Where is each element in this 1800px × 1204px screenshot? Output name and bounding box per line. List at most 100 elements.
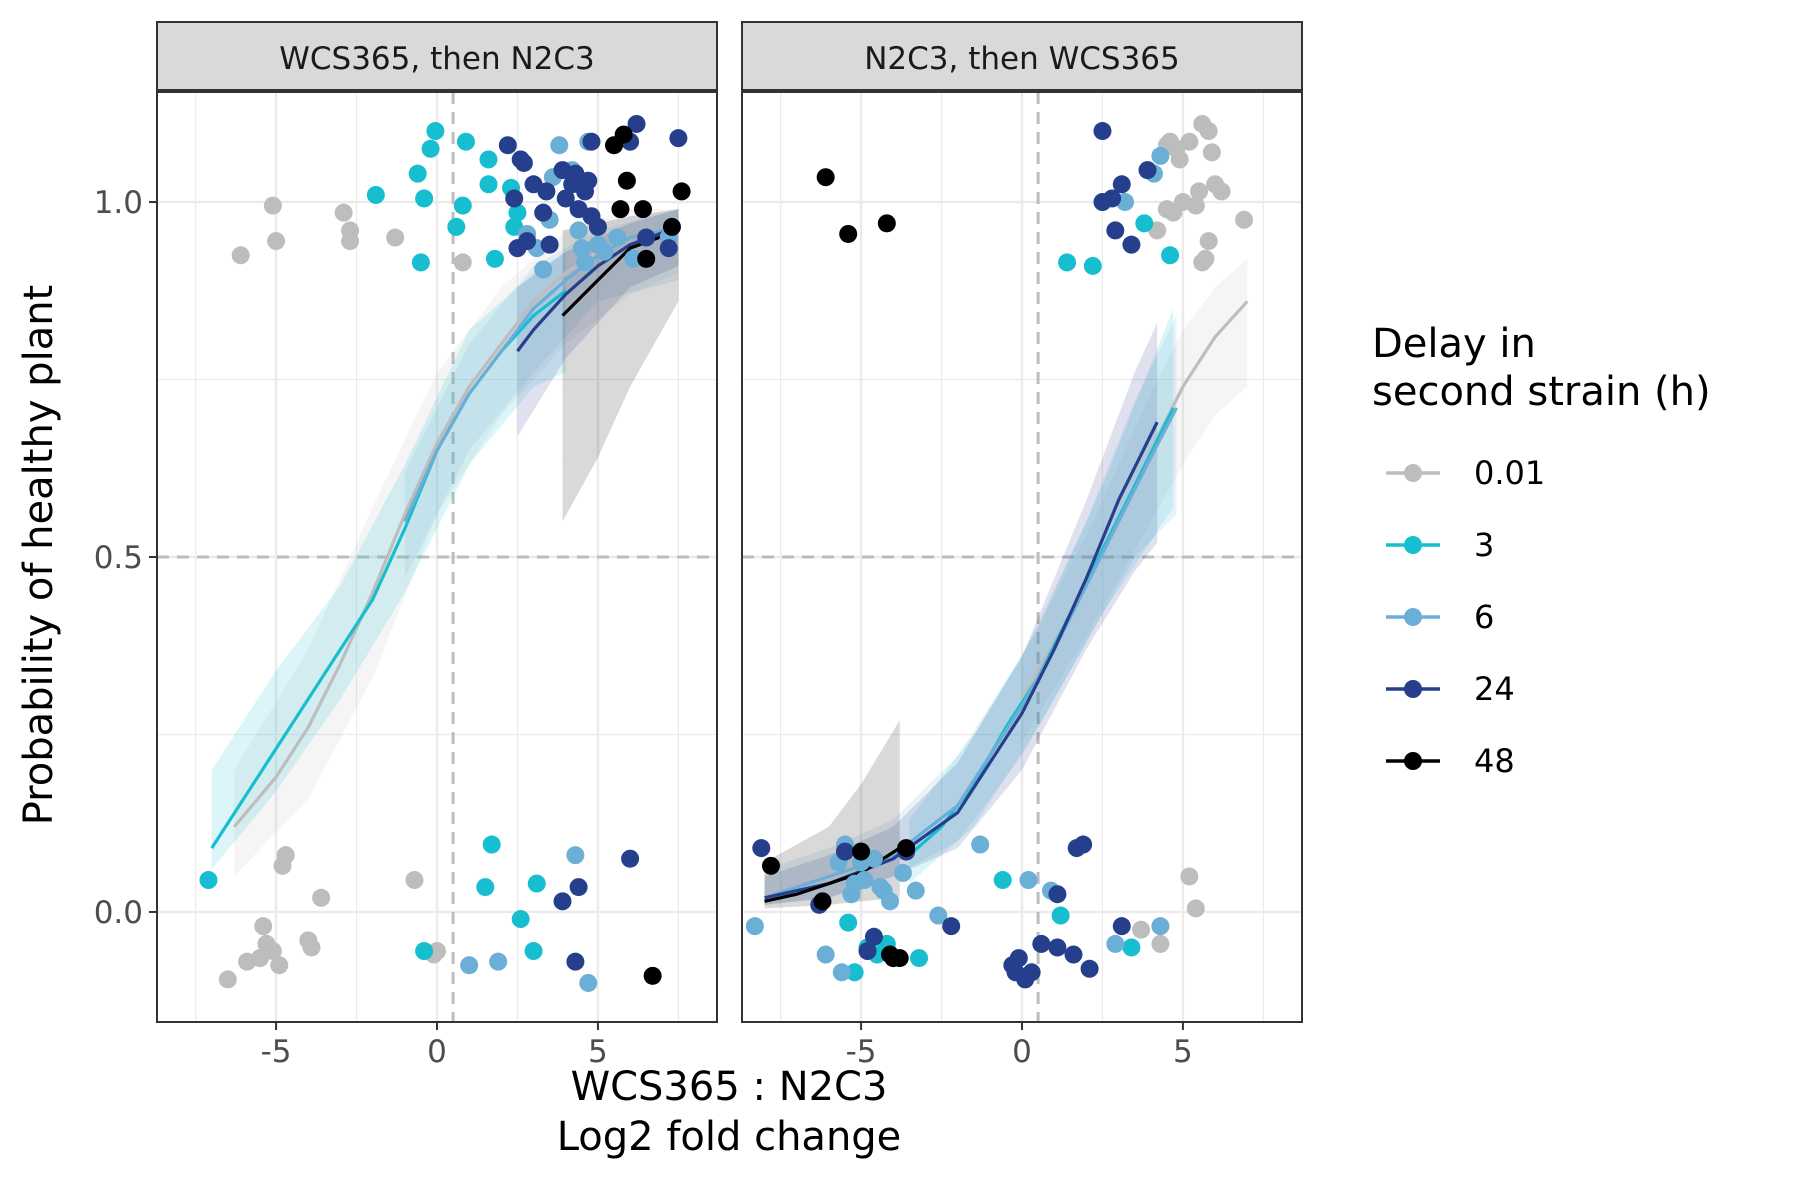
data-point-0.01: [1190, 182, 1209, 201]
confidence-ribbon-6: [404, 209, 679, 579]
data-point-0.01: [1132, 920, 1151, 939]
data-point-48: [761, 856, 780, 875]
legend-label: 6: [1474, 598, 1494, 636]
data-point-24: [553, 892, 572, 911]
data-point-48: [877, 214, 896, 233]
data-point-3: [453, 196, 472, 215]
panel-2: N2C3, then WCS365 -5 0 5: [741, 21, 1303, 1070]
data-point-0.01: [405, 871, 424, 890]
data-point-0.01: [1212, 182, 1231, 201]
data-point-6: [1019, 871, 1038, 890]
data-point-24: [1064, 945, 1083, 964]
panel-title: N2C3, then WCS365: [864, 41, 1180, 77]
legend-entries: 0.01 3 6 24 48: [1386, 454, 1545, 780]
confidence-ribbon-0.01: [234, 209, 679, 877]
data-point-6: [881, 892, 900, 911]
data-point-0.01: [1180, 132, 1199, 151]
data-point-0.01: [453, 253, 472, 272]
fit-lines: [210, 225, 679, 849]
data-point-24: [1048, 938, 1067, 957]
data-point-0.01: [1199, 122, 1218, 141]
panel-strip: [741, 21, 1303, 91]
data-point-24: [1112, 917, 1131, 936]
data-point-6: [1151, 917, 1170, 936]
data-point-0.01: [254, 917, 273, 936]
data-point-0.01: [1180, 867, 1199, 886]
data-point-6: [460, 956, 479, 975]
data-point-6: [576, 253, 595, 272]
x-tick-label: 0: [427, 1034, 447, 1070]
data-point-6: [608, 228, 627, 247]
data-point-3: [485, 249, 504, 268]
data-point-3: [447, 217, 466, 236]
legend-entry: 3: [1386, 526, 1494, 564]
data-point-24: [579, 171, 598, 190]
data-point-3: [408, 164, 427, 183]
data-point-24: [514, 153, 533, 172]
legend-marker: [1404, 680, 1422, 698]
panels-layer: WCS365, then N2C3 -5 0 5 0.0 0.5 1.0 N2C3, then…: [94, 21, 1303, 1070]
data-point-24: [835, 842, 854, 861]
data-point-3: [511, 910, 530, 929]
legend-marker: [1404, 464, 1422, 482]
data-point-6: [893, 863, 912, 882]
data-point-6: [855, 871, 874, 890]
data-point-48: [643, 966, 662, 985]
data-point-48: [633, 200, 652, 219]
data-point-3: [524, 942, 543, 961]
data-point-24: [582, 132, 601, 151]
data-point-6: [745, 917, 764, 936]
data-point-48: [852, 842, 871, 861]
data-point-3: [415, 189, 434, 208]
data-point-0.01: [263, 196, 282, 215]
confidence-ribbon-3: [909, 308, 1174, 884]
data-point-48: [662, 217, 681, 236]
data-point-0.01: [1170, 150, 1189, 169]
data-point-6: [572, 239, 591, 258]
data-point-6: [569, 221, 588, 240]
data-point-6: [534, 260, 553, 279]
data-point-0.01: [1186, 196, 1205, 215]
data-point-24: [627, 114, 646, 133]
data-point-24: [1138, 161, 1157, 180]
data-point-3: [415, 942, 434, 961]
data-point-3: [527, 874, 546, 893]
data-point-3: [479, 150, 498, 169]
legend: Delay in second strain (h) 0.01 3 6 24 48: [1372, 321, 1711, 780]
data-point-0.01: [1164, 203, 1183, 222]
legend-entry: 0.01: [1386, 454, 1545, 492]
data-point-6: [595, 242, 614, 261]
data-point-24: [534, 203, 553, 222]
panel-title: WCS365, then N2C3: [279, 41, 595, 77]
data-point-6: [816, 945, 835, 964]
data-point-0.01: [231, 246, 250, 265]
legend-label: 48: [1474, 742, 1515, 780]
data-point-6: [624, 249, 643, 268]
data-point-24: [588, 217, 607, 236]
data-point-24: [498, 136, 517, 155]
data-point-24: [669, 129, 688, 148]
data-point-3: [1135, 214, 1154, 233]
data-point-24: [566, 952, 585, 971]
legend-title-line-1: Delay in: [1372, 321, 1536, 367]
data-point-0.01: [341, 232, 360, 251]
data-point-24: [1048, 885, 1067, 904]
data-point-24: [1093, 122, 1112, 141]
x-axis: -5 0 5: [261, 1022, 608, 1070]
data-point-0.01: [218, 970, 237, 989]
data-point-0.01: [263, 942, 282, 961]
data-point-24: [505, 189, 524, 208]
data-point-6: [489, 952, 508, 971]
data-point-24: [1080, 959, 1099, 978]
legend-title-line-2: second strain (h): [1372, 369, 1711, 415]
x-tick-label: -5: [261, 1034, 292, 1070]
data-point-3: [1051, 906, 1070, 925]
x-tick-label: 0: [1012, 1034, 1032, 1070]
data-point-3: [411, 253, 430, 272]
data-point-3: [366, 185, 385, 204]
data-point-24: [1009, 949, 1028, 968]
data-point-6: [971, 835, 990, 854]
data-point-24: [569, 878, 588, 897]
data-point-0.01: [386, 228, 405, 247]
